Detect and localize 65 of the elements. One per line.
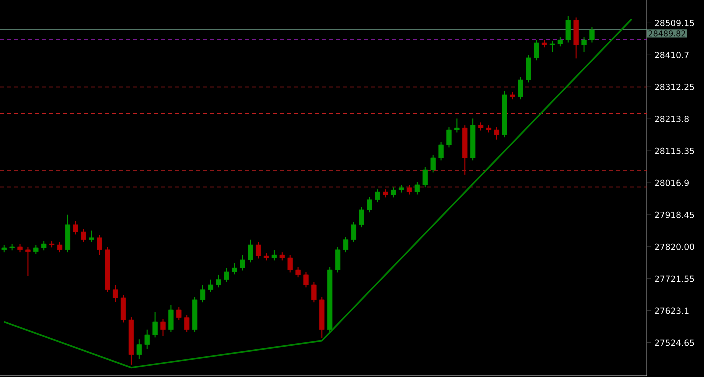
candlestick	[526, 54, 532, 84]
y-tick-label: 27721.55	[655, 276, 694, 282]
candlestick	[590, 26, 595, 44]
y-tick-label: 28115.35	[655, 148, 694, 154]
candlestick	[288, 254, 293, 274]
candlestick	[73, 220, 78, 236]
candlestick	[256, 242, 262, 260]
candlestick	[312, 282, 317, 304]
candlestick	[430, 154, 436, 174]
y-tick-label: 28312.25	[655, 84, 694, 90]
candlestick	[160, 318, 166, 337]
candlestick	[34, 244, 39, 256]
y-tick-label: 28509.15	[655, 20, 694, 26]
candlestick	[446, 127, 452, 148]
candlestick	[343, 236, 349, 254]
candlestick	[414, 182, 420, 196]
candlestick	[184, 314, 190, 333]
candlestick	[200, 284, 206, 304]
candlestick	[335, 246, 341, 274]
candlestick	[113, 284, 118, 303]
candlestick	[375, 189, 380, 204]
candlestick	[248, 239, 254, 264]
candlestick	[232, 262, 238, 276]
y-tick-label: 27524.65	[655, 340, 694, 346]
candlestick	[224, 268, 230, 283]
candlestick	[422, 166, 428, 188]
candlestick	[81, 229, 86, 243]
candlestick	[152, 312, 158, 338]
candlestick	[582, 37, 587, 53]
candlestick	[97, 234, 102, 256]
y-tick-label: 28016.9	[655, 180, 689, 186]
candlestick	[351, 222, 356, 243]
candlestick	[534, 40, 540, 62]
candlestick	[144, 329, 150, 350]
y-tick-label: 28213.8	[655, 116, 689, 122]
candlestick	[550, 40, 556, 53]
y-tick-label: 28410.7	[655, 52, 689, 58]
y-tick-label: 27918.45	[655, 212, 694, 218]
candlestick	[89, 230, 94, 243]
candlestick	[136, 339, 142, 360]
candlestick	[296, 267, 301, 278]
candlestick	[272, 250, 278, 262]
candlestick	[120, 294, 126, 324]
candlestick	[494, 127, 500, 140]
line-series	[4, 18, 633, 369]
candlestick	[240, 254, 246, 272]
candlestick	[176, 306, 182, 321]
candlestick	[42, 241, 47, 252]
candlestick	[26, 246, 31, 277]
candlestick	[454, 118, 460, 134]
candlestick	[304, 272, 309, 288]
y-tick-label: 27623.1	[655, 308, 689, 314]
candlestick	[566, 16, 571, 44]
candlestick	[168, 305, 174, 333]
candlestick	[216, 274, 222, 288]
candlestick	[558, 37, 564, 48]
candlestick	[391, 187, 396, 198]
candlestick	[518, 77, 524, 100]
candlestick	[406, 184, 412, 196]
candlestick	[438, 142, 444, 162]
candlestick	[359, 206, 364, 228]
y-tick-label: 27820.00	[655, 244, 694, 250]
candlestick	[367, 196, 372, 214]
candlestick	[208, 279, 214, 294]
candlestick	[57, 242, 63, 254]
